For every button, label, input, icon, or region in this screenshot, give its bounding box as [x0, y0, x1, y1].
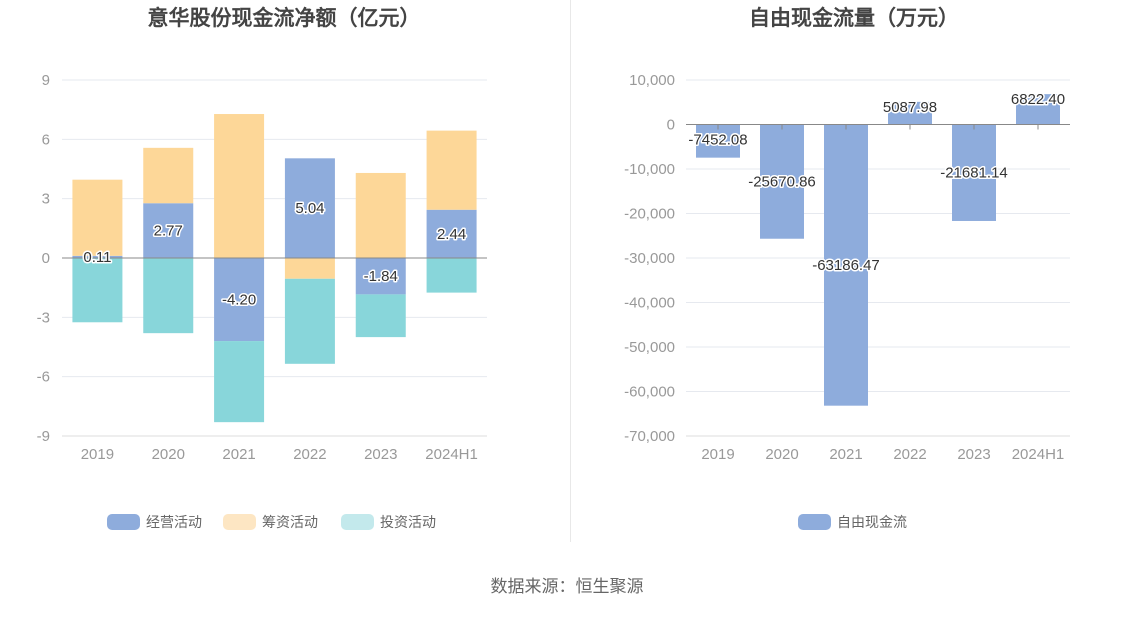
data-label: 2.44 — [437, 226, 466, 243]
bar — [426, 209, 477, 258]
legend-swatch — [341, 514, 374, 530]
legend-swatch — [107, 514, 140, 530]
y-tick-label: -10,000 — [624, 161, 675, 178]
free-cashflow-chart: 自由现金流量（万元） 10,000 0 -10,000 -20,000 -30,000 -… — [624, 6, 1070, 531]
y-tick-label: -50,000 — [624, 339, 675, 356]
bar — [214, 341, 265, 423]
x-tick-label: 2019 — [701, 446, 734, 463]
legend-label: 筹资活动 — [262, 514, 318, 531]
bar — [284, 158, 335, 258]
x-tick-label: 2022 — [293, 446, 326, 463]
bar — [214, 258, 265, 342]
y-tick-label: -70,000 — [624, 428, 675, 445]
bar — [1016, 94, 1060, 125]
bar — [284, 258, 335, 279]
x-tick-label: 2021 — [829, 446, 862, 463]
data-source: 数据来源：恒生聚源 — [491, 577, 644, 597]
panel-divider — [570, 0, 571, 542]
bar — [72, 258, 123, 323]
bar — [214, 114, 265, 258]
x-tick-label: 2024H1 — [425, 446, 478, 463]
data-label: 5087.98 — [883, 99, 937, 116]
x-tick-label: 2022 — [893, 446, 926, 463]
y-tick-label: -60,000 — [624, 384, 675, 401]
y-tick-label: -3 — [37, 309, 50, 326]
bar — [143, 147, 194, 204]
data-label: -4.20 — [222, 292, 256, 309]
bar — [952, 124, 996, 221]
y-tick-label: 0 — [667, 117, 675, 134]
bar — [143, 203, 194, 258]
bar — [426, 130, 477, 210]
y-tick-label: 10,000 — [629, 72, 675, 89]
data-label: 5.04 — [295, 200, 324, 217]
bar — [72, 179, 123, 256]
y-tick-label: 6 — [42, 131, 50, 148]
bar — [284, 278, 335, 364]
bar — [355, 258, 406, 295]
x-tick-label: 2020 — [152, 446, 185, 463]
legend-label: 投资活动 — [380, 515, 436, 531]
y-tick-label: 3 — [42, 191, 50, 208]
legend-swatch — [798, 514, 831, 530]
x-tick-label: 2023 — [364, 446, 397, 463]
bar — [355, 172, 406, 258]
data-label: 2.77 — [154, 223, 183, 240]
y-tick-label: -6 — [37, 369, 50, 386]
legend-swatch — [223, 514, 256, 530]
y-tick-label: -30,000 — [624, 250, 675, 267]
y-tick-label: 0 — [42, 250, 50, 267]
y-tick-label: 9 — [42, 72, 50, 89]
data-label: -21681.14 — [940, 165, 1008, 182]
data-label: -7452.08 — [688, 132, 747, 149]
bar — [143, 258, 194, 334]
x-tick-label: 2024H1 — [1012, 446, 1065, 463]
data-label: -1.84 — [364, 268, 398, 285]
bar — [824, 124, 868, 406]
bar — [888, 101, 932, 125]
data-label: 6822.40 — [1011, 91, 1065, 108]
legend-label: 自由现金流 — [837, 515, 907, 531]
bar — [426, 258, 477, 293]
data-label: -25670.86 — [748, 174, 816, 191]
bar — [760, 124, 804, 239]
x-tick-label: 2021 — [222, 446, 255, 463]
data-label: 0.11 — [83, 249, 111, 266]
cashflow-chart: 意华股份现金流净额（亿元） 9 6 3 0 -3 -6 -9 2019 2020 2021 2022… — [37, 6, 487, 531]
y-tick-label: -20,000 — [624, 206, 675, 223]
x-tick-label: 2020 — [765, 446, 798, 463]
bar — [696, 124, 740, 158]
legend-label: 经营活动 — [146, 515, 202, 531]
cashflow-chart-title: 意华股份现金流净额（亿元） — [148, 6, 421, 30]
bar — [355, 294, 406, 338]
x-tick-label: 2019 — [81, 446, 114, 463]
free-cashflow-chart-title: 自由现金流量（万元） — [749, 6, 959, 30]
y-tick-label: -9 — [37, 428, 50, 445]
data-label: -63186.47 — [812, 257, 880, 274]
bar — [72, 255, 123, 258]
y-tick-label: -40,000 — [624, 295, 675, 312]
x-tick-label: 2023 — [957, 446, 990, 463]
